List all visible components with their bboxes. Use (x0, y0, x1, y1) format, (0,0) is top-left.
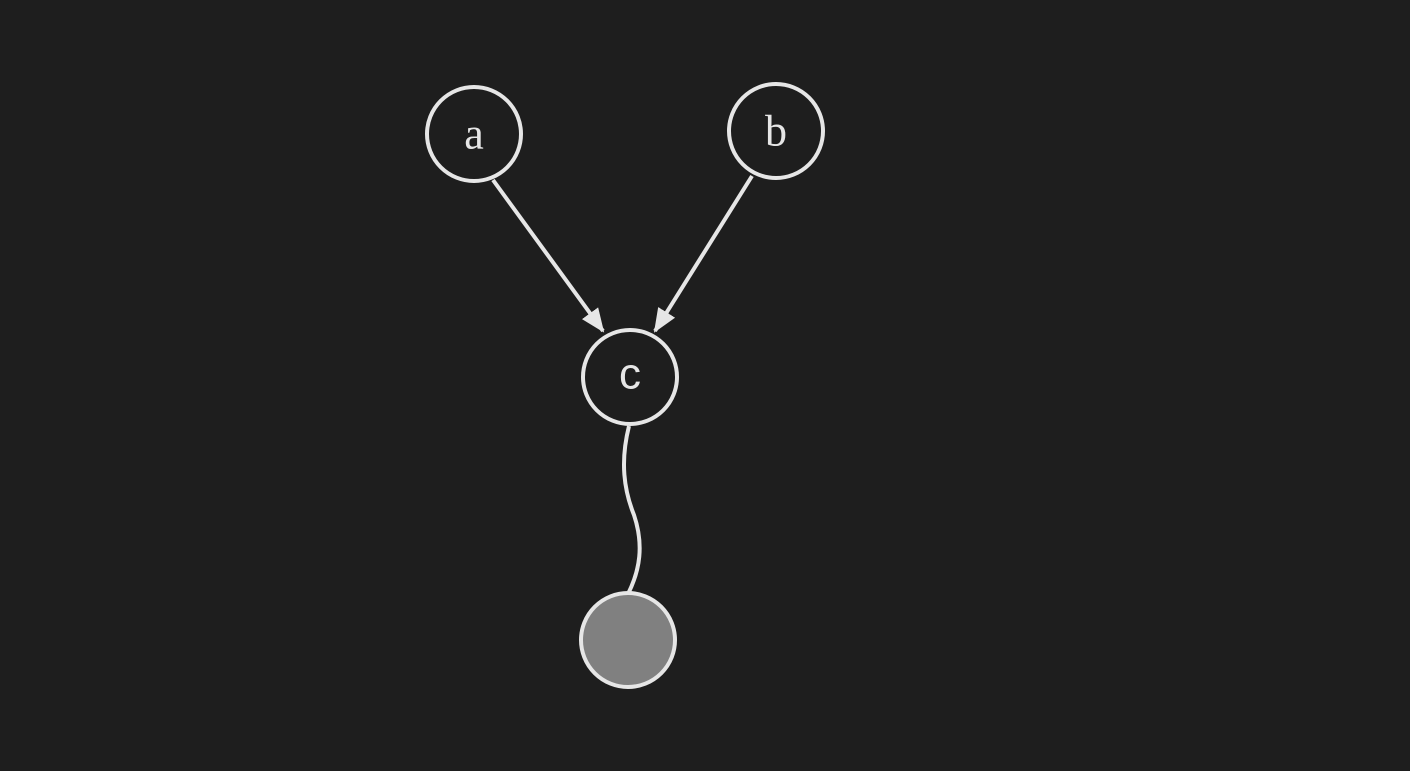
edge-c-to-output (621, 425, 642, 595)
node-c[interactable]: c (581, 328, 679, 426)
node-a-label: a (464, 110, 484, 159)
node-c-label: c (619, 350, 641, 399)
node-b-label: b (765, 107, 787, 156)
node-b-circle (727, 82, 825, 180)
node-output[interactable] (579, 591, 677, 689)
edge-a-to-c (491, 178, 605, 333)
node-a[interactable]: a (425, 85, 523, 183)
node-b[interactable]: b (727, 82, 825, 180)
node-c-circle (581, 328, 679, 426)
node-output-circle (579, 591, 677, 689)
node-a-circle (425, 85, 523, 183)
edge-b-to-c (653, 174, 754, 333)
